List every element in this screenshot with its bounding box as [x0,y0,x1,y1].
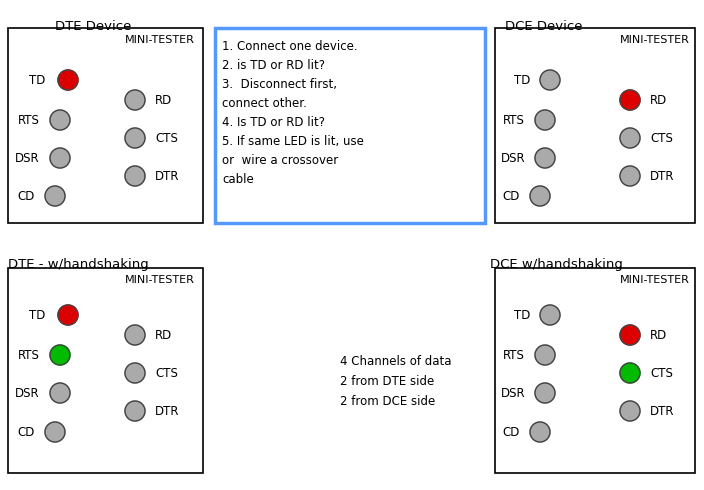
Text: TD: TD [514,309,530,321]
Text: TD: TD [29,309,45,321]
Text: RD: RD [155,328,172,342]
Circle shape [45,422,65,442]
Text: RD: RD [650,94,667,106]
Text: MINI-TESTER: MINI-TESTER [125,275,195,285]
Circle shape [50,345,70,365]
Circle shape [620,128,640,148]
Circle shape [58,70,78,90]
Circle shape [125,166,145,186]
Circle shape [620,401,640,421]
Text: CD: CD [503,425,520,439]
Circle shape [45,186,65,206]
Text: DTR: DTR [650,405,674,417]
Text: DTE - w/handshaking: DTE - w/handshaking [8,258,149,271]
Circle shape [58,305,78,325]
Bar [495,28,695,223]
Text: TD: TD [514,74,530,87]
Text: MINI-TESTER: MINI-TESTER [620,275,690,285]
Text: RD: RD [650,328,667,342]
Circle shape [535,345,555,365]
Text: DSR: DSR [501,151,525,165]
Circle shape [50,148,70,168]
Circle shape [540,305,560,325]
Text: DSR: DSR [15,387,40,399]
Text: CTS: CTS [650,131,673,145]
Text: CD: CD [503,190,520,202]
Text: DTR: DTR [650,170,674,182]
Text: DSR: DSR [501,387,525,399]
Circle shape [125,128,145,148]
Circle shape [535,110,555,130]
Text: 1. Connect one device.
2. is TD or RD lit?
3.  Disconnect first,
connect other.
: 1. Connect one device. 2. is TD or RD li… [222,40,364,186]
Circle shape [620,166,640,186]
Text: DCE w/handshaking: DCE w/handshaking [490,258,623,271]
Text: CD: CD [18,190,35,202]
Text: CTS: CTS [155,131,178,145]
Text: DTR: DTR [155,170,180,182]
Circle shape [530,422,550,442]
Circle shape [125,363,145,383]
Bar [215,28,485,223]
Text: MINI-TESTER: MINI-TESTER [125,35,195,45]
Text: RD: RD [155,94,172,106]
Circle shape [620,90,640,110]
Circle shape [540,70,560,90]
Circle shape [125,325,145,345]
Text: DTR: DTR [155,405,180,417]
Text: DSR: DSR [15,151,40,165]
Circle shape [620,325,640,345]
Text: 4 Channels of data
2 from DTE side
2 from DCE side: 4 Channels of data 2 from DTE side 2 fro… [340,355,451,408]
Text: DTE Device: DTE Device [55,20,132,33]
Bar [8,28,203,223]
Circle shape [620,363,640,383]
Text: RTS: RTS [18,114,40,126]
Circle shape [535,383,555,403]
Text: CTS: CTS [155,367,178,379]
Circle shape [125,401,145,421]
Circle shape [50,383,70,403]
Text: RTS: RTS [503,348,525,362]
Circle shape [125,90,145,110]
Circle shape [50,110,70,130]
Text: DCE Device: DCE Device [505,20,582,33]
Text: CTS: CTS [650,367,673,379]
Circle shape [535,148,555,168]
Text: TD: TD [29,74,45,87]
Text: RTS: RTS [503,114,525,126]
Bar [8,268,203,473]
Circle shape [530,186,550,206]
Bar [495,268,695,473]
Text: MINI-TESTER: MINI-TESTER [620,35,690,45]
Text: CD: CD [18,425,35,439]
Text: RTS: RTS [18,348,40,362]
